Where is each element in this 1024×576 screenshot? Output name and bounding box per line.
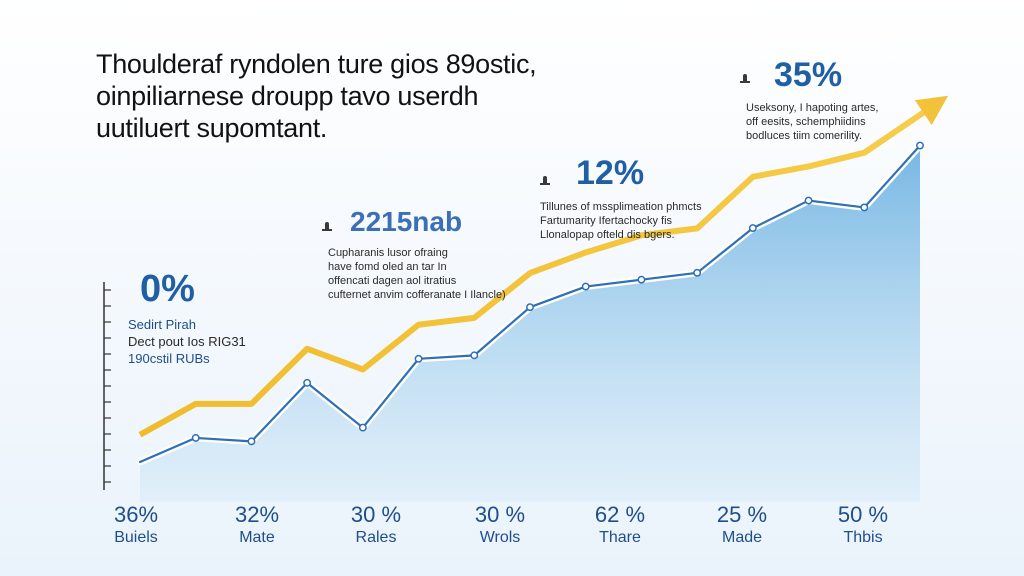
x-tick-value: 25 %: [716, 502, 768, 527]
x-tick-name: Buiels: [114, 529, 158, 546]
x-tick-label: 30 % Rales: [326, 502, 426, 548]
series-point: [860, 203, 869, 212]
series-point: [804, 196, 813, 205]
pin-icon: [740, 74, 750, 84]
series-point: [693, 268, 702, 277]
pin-icon: [322, 222, 332, 232]
series-point: [191, 433, 200, 442]
x-tick-value: 36%: [113, 502, 159, 527]
annotation-line: Llonalopap ofteld dis bgers.: [540, 229, 675, 241]
x-tick-value: 50 %: [837, 502, 889, 527]
annotation-line: cufternet anvim cofferanate I Ilancle): [328, 289, 506, 301]
annotation-1: 2215nab Cupharanis lusor ofraing have fo…: [328, 208, 506, 302]
series-point: [637, 275, 646, 284]
series-point: [358, 423, 367, 432]
annotation-value: 2215nab: [350, 206, 463, 237]
series-point: [414, 354, 423, 363]
x-tick-value: 30 %: [474, 502, 526, 527]
annotation-0: 0% Sedirt Pirah Dect pout Ios RIG31 190c…: [128, 270, 246, 367]
x-tick-name: Made: [721, 529, 763, 546]
x-tick-name: Thare: [599, 529, 641, 546]
x-tick-value: 30 %: [350, 502, 402, 527]
x-tick-label: 36% Buiels: [86, 502, 186, 548]
y-axis: [103, 282, 111, 490]
series-area: [140, 145, 920, 502]
title-line: oinpiliarnese droupp tavo userdh: [96, 81, 479, 111]
annotation-line: Dect pout Ios RIG31: [128, 334, 246, 349]
annotation-line: bodluces tiim comerility.: [746, 130, 862, 142]
x-tick-name: Wrols: [479, 529, 521, 546]
annotation-value: 0%: [140, 268, 195, 310]
x-tick-label: 32% Mate: [207, 502, 307, 548]
series-point: [303, 378, 312, 387]
annotation-line: Fartumarity Ifertachocky fis: [540, 215, 673, 227]
chart-title: Thoulderaf ryndolen ture gios 89ostic, o…: [96, 48, 656, 144]
series-point: [526, 303, 534, 312]
x-tick-label: 50 % Thbis: [813, 502, 913, 548]
annotation-2: 12% Tillunes of mssplimeation phmcts Far…: [540, 156, 702, 242]
title-line: Thoulderaf ryndolen ture gios 89ostic,: [96, 49, 537, 79]
x-tick-label: 25 % Made: [692, 502, 792, 548]
annotation-line: Tillunes of mssplimeation phmcts: [540, 201, 702, 213]
annotation-line: Cupharanis lusor ofraing: [328, 247, 448, 259]
x-tick-name: Mate: [239, 529, 275, 546]
annotation-line: off eesits, schemphiidins: [746, 116, 866, 128]
annotation-line: offencati dagen aol itratius: [328, 275, 457, 287]
annotation-line: Useksony, I hapoting artes,: [746, 102, 879, 114]
series-point: [748, 224, 757, 233]
series-point: [247, 437, 256, 446]
series-points: [191, 141, 924, 446]
title-line: uutiluert supomtant.: [96, 113, 328, 143]
series-point: [581, 282, 590, 291]
trend-line: [138, 109, 927, 438]
x-tick-name: Rales: [355, 529, 397, 546]
annotation-3: 35% Useksony, I hapoting artes, off eesi…: [746, 58, 878, 143]
x-tick-value: 62 %: [594, 502, 646, 527]
annotation-value: 12%: [576, 154, 645, 192]
x-tick-label: 30 % Wrols: [450, 502, 550, 548]
trend-arrowhead: [914, 95, 949, 126]
series-point: [916, 141, 924, 150]
x-tick-label: 62 % Thare: [570, 502, 670, 548]
x-tick-value: 32%: [234, 502, 280, 527]
series-point: [470, 351, 479, 360]
pin-icon: [540, 176, 550, 186]
annotation-line: 190cstil RUBs: [128, 351, 210, 366]
annotation-line: Sedirt Pirah: [128, 317, 196, 332]
annotation-line: have fomd oled an tar In: [328, 261, 447, 273]
x-tick-name: Thbis: [843, 529, 883, 546]
annotation-value: 35%: [774, 56, 843, 94]
